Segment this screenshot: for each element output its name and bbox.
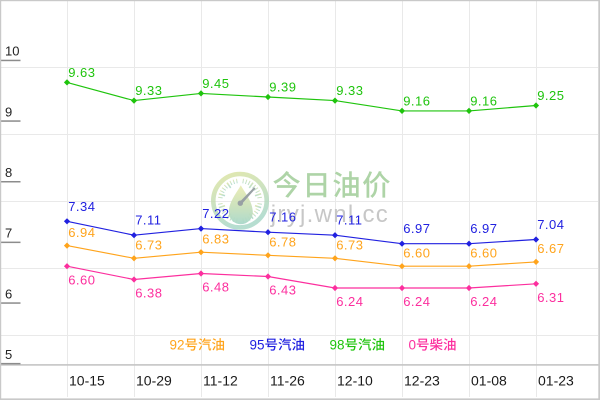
svg-text:6.48: 6.48 [202,280,229,295]
svg-text:6.24: 6.24 [403,294,430,309]
svg-text:9.39: 9.39 [269,79,296,94]
svg-text:jryj.wnl.cc: jryj.wnl.cc [270,201,389,228]
svg-text:6.73: 6.73 [336,238,363,253]
svg-text:9.45: 9.45 [202,76,229,91]
svg-text:92: 92 [170,338,185,353]
svg-text:9.63: 9.63 [68,65,95,80]
svg-text:98: 98 [330,338,345,353]
svg-text:6.43: 6.43 [269,283,296,298]
svg-text:10-29: 10-29 [136,373,172,389]
svg-text:6.97: 6.97 [403,221,430,236]
svg-text:95: 95 [250,338,265,353]
svg-text:10: 10 [5,44,19,59]
svg-text:11-12: 11-12 [203,373,238,389]
svg-text:5: 5 [5,347,12,362]
svg-text:7.11: 7.11 [336,213,362,228]
svg-text:11-26: 11-26 [270,373,305,389]
svg-text:6.97: 6.97 [470,221,497,236]
svg-text:7.16: 7.16 [269,210,296,225]
svg-text:6.60: 6.60 [470,245,497,260]
svg-text:9.16: 9.16 [470,93,497,108]
svg-text:6.67: 6.67 [537,241,564,256]
svg-text:6: 6 [5,286,12,301]
svg-text:9.33: 9.33 [135,83,162,98]
svg-text:9.33: 9.33 [336,83,363,98]
svg-text:9.25: 9.25 [537,88,564,103]
svg-text:12-10: 12-10 [337,373,373,389]
svg-text:9: 9 [5,104,12,119]
svg-text:6.31: 6.31 [537,290,564,305]
svg-text:7.34: 7.34 [68,199,95,214]
svg-text:6.24: 6.24 [336,294,363,309]
svg-text:7.04: 7.04 [537,217,564,232]
svg-text:9.16: 9.16 [403,93,430,108]
svg-text:6.73: 6.73 [135,238,162,253]
svg-text:6.60: 6.60 [68,272,95,287]
svg-text:01-08: 01-08 [471,373,507,389]
svg-text:7.11: 7.11 [135,213,161,228]
svg-text:6.78: 6.78 [269,235,296,250]
svg-text:6.83: 6.83 [202,231,229,246]
svg-text:6.94: 6.94 [68,225,95,240]
svg-text:6.38: 6.38 [135,286,162,301]
svg-text:12-23: 12-23 [404,373,440,389]
svg-text:7: 7 [5,226,12,241]
svg-text:7.22: 7.22 [202,206,229,221]
svg-text:6.24: 6.24 [470,294,497,309]
svg-text:8: 8 [5,165,12,180]
svg-text:10-15: 10-15 [69,373,105,389]
svg-text:0: 0 [409,338,417,353]
svg-text:6.60: 6.60 [403,245,430,260]
svg-text:01-23: 01-23 [538,373,574,389]
